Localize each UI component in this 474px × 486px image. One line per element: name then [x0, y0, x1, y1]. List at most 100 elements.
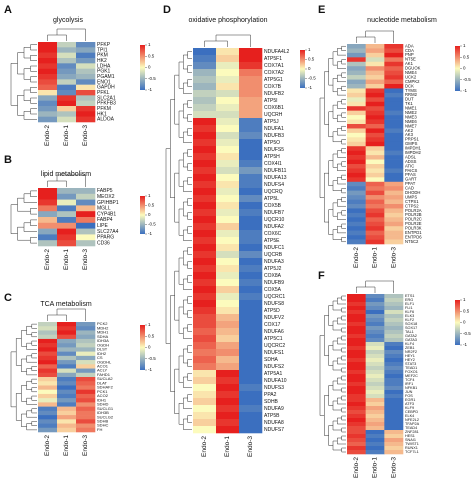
heatmap-cell — [239, 90, 263, 98]
heatmap-cell — [239, 405, 263, 413]
row-label: TCF4 — [405, 378, 415, 382]
heatmap-cell — [365, 362, 385, 367]
heatmap-cell — [365, 61, 385, 67]
heatmap-cell — [38, 347, 58, 352]
heatmap-cell — [216, 265, 240, 273]
row-label: ATIC — [405, 163, 414, 168]
heatmap-cell — [384, 314, 404, 319]
row-label: TFAP2A — [405, 422, 420, 426]
heatmap-cell — [239, 111, 263, 119]
heatmap-cell — [216, 300, 240, 308]
heatmap-cell — [76, 381, 96, 386]
row-label: CDA — [405, 48, 414, 53]
heatmap-cell — [239, 195, 263, 203]
heatmap-cell — [384, 378, 404, 383]
heatmap-cell — [347, 306, 366, 311]
heatmap-cell — [384, 172, 404, 178]
heatmap-cell — [76, 372, 96, 378]
heatmap-cell — [347, 350, 366, 355]
heatmap-cell — [384, 190, 404, 196]
heatmap-cell — [38, 193, 58, 200]
heatmap-cell — [57, 111, 77, 117]
heatmap-cell — [384, 235, 404, 240]
heatmap-cell — [193, 377, 217, 385]
legend-tick-label: 0 — [308, 66, 311, 71]
legend-tick-label: -0.5 — [463, 331, 471, 336]
heatmap-cell — [76, 326, 96, 331]
heatmap-cell — [193, 174, 217, 182]
heatmap-cell — [76, 419, 96, 424]
heatmap-cell — [365, 302, 385, 307]
heatmap-cell — [239, 328, 263, 336]
heatmap-cell — [57, 377, 77, 382]
row-label: ATP5H — [264, 154, 280, 160]
heatmap-cell — [38, 415, 58, 420]
heatmap-cell — [384, 426, 404, 431]
row-label: COX7A2 — [264, 70, 284, 76]
heatmap-cell — [384, 79, 404, 85]
heatmap-cell — [347, 75, 366, 80]
row-label: PFKL — [97, 90, 110, 96]
heatmap-cell — [216, 174, 240, 182]
heatmap-cell — [347, 146, 366, 151]
heatmap-cell — [239, 209, 263, 217]
heatmap-cell — [193, 216, 217, 224]
heatmap-cell — [38, 199, 58, 206]
legend-tick-label: 0.5 — [463, 308, 470, 313]
column-label: Endo-2 — [44, 249, 51, 270]
heatmap-cell — [384, 346, 404, 351]
column-label: Endo-3 — [82, 249, 89, 270]
heatmap-cell — [365, 217, 385, 223]
row-label: PFKP — [97, 42, 111, 48]
heatmap-cell — [239, 125, 263, 133]
heatmap-cell — [365, 438, 385, 443]
row-label: IDH3A — [97, 338, 109, 343]
heatmap-cell — [193, 398, 217, 406]
heatmap-cell — [347, 132, 366, 138]
heatmap-cell — [38, 389, 58, 395]
row-label: ADSL — [405, 154, 417, 159]
heatmap-cell — [57, 199, 77, 206]
row-label: AK2 — [405, 128, 414, 133]
heatmap-cell — [193, 48, 217, 56]
row-label: HK1 — [97, 111, 107, 117]
heatmap-cell — [384, 410, 404, 415]
row-label: DCK — [405, 83, 414, 88]
heatmap-cell — [216, 111, 240, 119]
heatmap-cell — [216, 216, 240, 224]
row-label: ELF1 — [405, 302, 414, 306]
row-label: ADSS — [405, 159, 417, 164]
row-label: EGR1 — [405, 398, 415, 402]
heatmap-cell — [57, 42, 77, 48]
panel-title: oxidative phosphorylation — [189, 17, 268, 24]
heatmap-cell — [216, 328, 240, 336]
row-label: PGK1 — [97, 69, 111, 75]
row-label: COX17 — [264, 322, 281, 328]
heatmap-cell — [57, 355, 77, 361]
heatmap-cell — [38, 334, 58, 340]
heatmap-cell — [193, 167, 217, 175]
heatmap-cell — [347, 70, 366, 76]
heatmap-cell — [347, 362, 366, 367]
heatmap-cell — [76, 199, 96, 206]
panel-label: E — [318, 4, 325, 16]
row-label: IDH3B — [97, 410, 109, 415]
heatmap-cell — [193, 349, 217, 357]
heatmap-cell — [384, 414, 404, 419]
row-label: PPARG — [97, 235, 114, 241]
row-label: NT5E — [405, 57, 416, 62]
row-label: NDUFA8 — [264, 420, 284, 426]
heatmap-cell — [365, 354, 385, 359]
row-label: SOX18 — [405, 322, 417, 326]
heatmap-cell — [38, 393, 58, 399]
heatmap-cell — [347, 386, 366, 391]
legend-tick-label: 1 — [148, 42, 151, 47]
heatmap-cell — [193, 363, 217, 371]
heatmap-cell — [365, 195, 385, 200]
row-label: MGLL — [97, 206, 111, 212]
heatmap-cell — [384, 334, 404, 339]
heatmap-cell — [57, 330, 77, 335]
heatmap-cell — [76, 343, 96, 348]
heatmap-cell — [347, 110, 366, 116]
heatmap-cell — [347, 378, 366, 383]
